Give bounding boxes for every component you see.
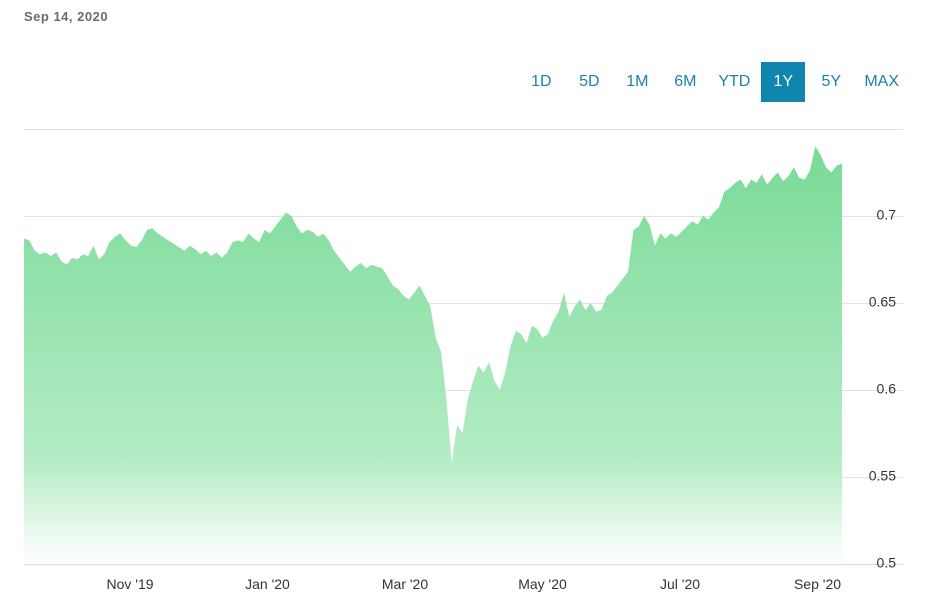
series-area-fill bbox=[24, 146, 842, 564]
x-tick-label: May '20 bbox=[518, 576, 567, 592]
y-axis: 0.7 0.65 0.6 0.55 0.5 bbox=[869, 207, 896, 571]
y-tick-label: 0.6 bbox=[877, 381, 897, 397]
range-button-1y[interactable]: 1Y bbox=[761, 62, 806, 102]
range-button-max[interactable]: MAX bbox=[864, 73, 899, 90]
range-button-5d[interactable]: 5D bbox=[579, 73, 600, 90]
x-tick-label: Nov '19 bbox=[106, 576, 153, 592]
range-button-6m[interactable]: 6M bbox=[674, 73, 697, 90]
x-tick-label: Sep '20 bbox=[794, 576, 841, 592]
x-tick-label: Mar '20 bbox=[382, 576, 428, 592]
series-area bbox=[24, 146, 842, 564]
x-tick-label: Jul '20 bbox=[660, 576, 700, 592]
y-tick-label: 0.5 bbox=[877, 555, 897, 571]
range-button-ytd[interactable]: YTD bbox=[718, 73, 751, 90]
range-button-1m[interactable]: 1M bbox=[626, 73, 649, 90]
x-tick-label: Jan '20 bbox=[245, 576, 290, 592]
y-tick-label: 0.65 bbox=[869, 294, 896, 310]
chart-date: Sep 14, 2020 bbox=[24, 9, 109, 24]
range-selector: 1D 5D 1M 6M YTD 1Y 5Y MAX bbox=[515, 62, 906, 102]
range-button-1d[interactable]: 1D bbox=[531, 73, 552, 90]
y-tick-label: 0.55 bbox=[869, 468, 896, 484]
range-button-5y[interactable]: 5Y bbox=[821, 73, 842, 90]
x-axis: Nov '19 Jan '20 Mar '20 May '20 Jul '20 Sep '… bbox=[106, 576, 841, 592]
y-tick-label: 0.7 bbox=[877, 207, 897, 223]
